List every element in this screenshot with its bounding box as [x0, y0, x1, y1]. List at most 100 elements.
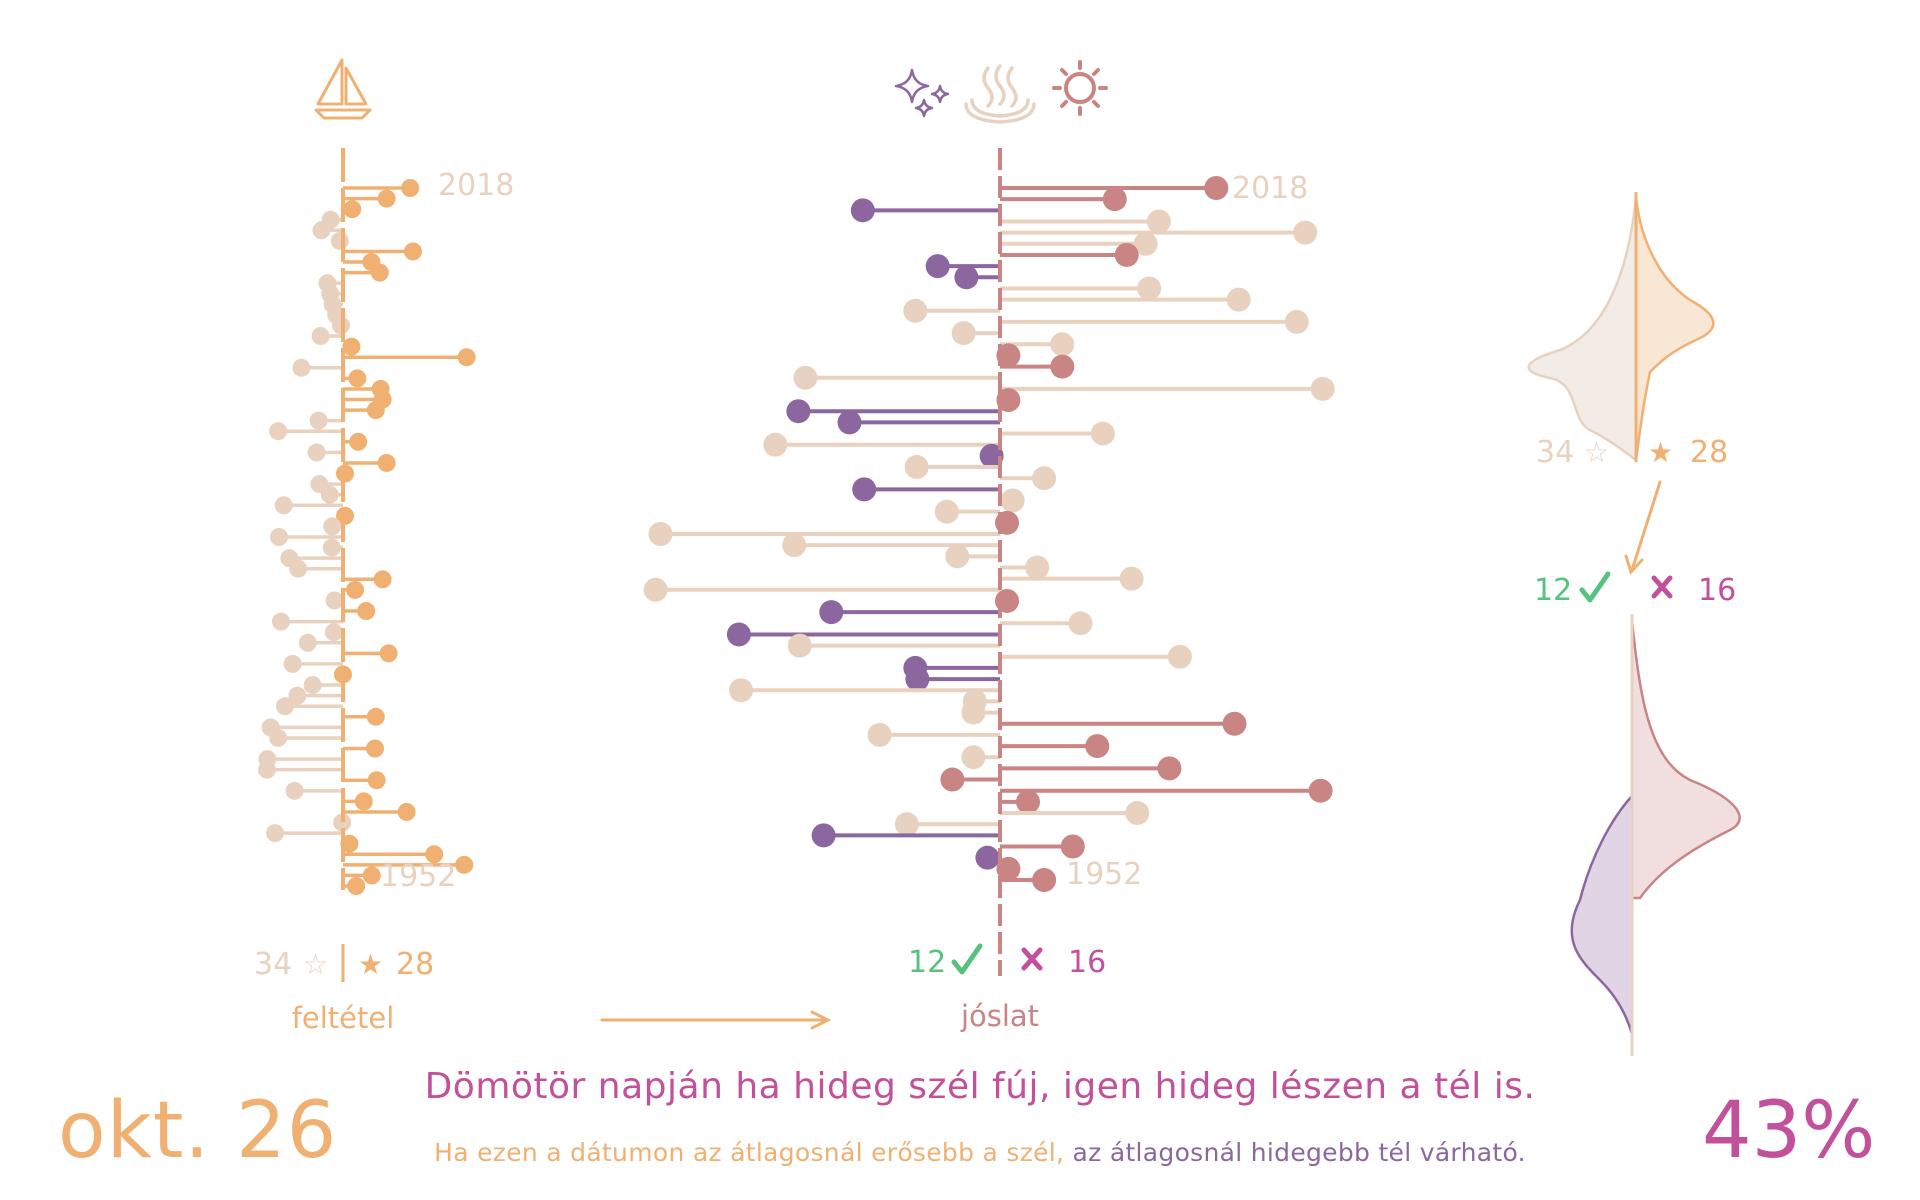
- lollipop-dot: [850, 198, 875, 223]
- lollipop-dot: [298, 633, 317, 652]
- lollipop-dot: [867, 722, 892, 747]
- lollipop-dot: [1204, 176, 1229, 200]
- lollipop-dot: [347, 877, 366, 895]
- lollipop-dot: [288, 686, 307, 705]
- lollipop-dot: [325, 591, 344, 610]
- lollipop-dot: [330, 231, 349, 250]
- lollipop-dot: [782, 533, 807, 558]
- lollipop-dot: [455, 855, 474, 874]
- condition-density-plot: [1527, 192, 1715, 463]
- condition-lollipop-chart: [258, 179, 476, 895]
- lollipop-dot: [312, 221, 331, 240]
- lollipop-dot: [648, 522, 673, 546]
- condition-year-bottom: 1952: [380, 859, 456, 894]
- explanation-result: az átlagosnál hidegebb tél várható.: [1064, 1138, 1526, 1167]
- lollipop-dot: [1032, 868, 1057, 892]
- lollipop-dot: [401, 179, 420, 197]
- lollipop-dot: [349, 432, 368, 451]
- lollipop-dot: [362, 866, 381, 885]
- right-count-below: 34: [1536, 435, 1574, 470]
- condition-star-empty-icon: ☆: [303, 948, 328, 981]
- lollipop-dot: [1157, 756, 1182, 781]
- right-star-filled-icon: ★: [1648, 436, 1673, 469]
- lollipop-dot: [979, 443, 1004, 468]
- arrow-right-icon: [600, 1010, 832, 1030]
- lollipop-dot: [373, 570, 392, 589]
- condition-label: feltétel: [292, 1001, 395, 1035]
- lollipop-dot: [1016, 789, 1040, 814]
- lollipop-dot: [905, 667, 930, 692]
- lollipop-dot: [1050, 354, 1075, 379]
- explanation-condition: Ha ezen a dátumon az átlagosnál erősebb …: [434, 1138, 1065, 1167]
- lollipop-dot: [377, 453, 396, 472]
- prediction-count-wrong: 16: [1068, 945, 1106, 980]
- prediction-year-top: 2018: [1232, 171, 1308, 206]
- lollipop-dot: [954, 265, 979, 290]
- prediction-count-correct: 12: [908, 945, 946, 980]
- right-count-wrong: 16: [1698, 573, 1736, 608]
- lollipop-dot: [811, 823, 836, 848]
- lollipop-dot: [763, 432, 788, 457]
- prediction-label: jóslat: [960, 999, 1039, 1033]
- lollipop-dot: [266, 824, 284, 843]
- lollipop-dot: [1133, 231, 1158, 256]
- lollipop-dot: [1167, 644, 1192, 669]
- lollipop-dot: [270, 528, 288, 546]
- lollipop-dot: [996, 343, 1021, 368]
- lollipop-dot: [904, 455, 929, 480]
- condition-count-below: 34: [254, 947, 292, 982]
- lollipop-dot: [934, 499, 959, 524]
- lollipop-dot: [1102, 187, 1127, 212]
- lollipop-dot: [320, 485, 339, 504]
- lollipop-dot: [1060, 834, 1085, 859]
- lollipop-dot: [793, 365, 818, 390]
- sun-icon: [1052, 60, 1108, 116]
- date-label: okt. 26: [58, 1086, 338, 1176]
- lollipop-dot: [1308, 778, 1333, 803]
- explanation-text: Ha ezen a dátumon az átlagosnál erősebb …: [380, 1138, 1580, 1167]
- lollipop-dot: [457, 348, 476, 367]
- lollipop-dot: [307, 443, 326, 462]
- lollipop-dot: [1137, 276, 1162, 301]
- lollipop-dot: [354, 792, 373, 811]
- lollipop-dot: [1090, 421, 1115, 446]
- arrow-down-icon: [1624, 480, 1662, 575]
- condition-star-filled-icon: ★: [358, 948, 383, 981]
- proverb-text: Dömötör napján ha hideg szél fúj, igen h…: [424, 1066, 1536, 1107]
- lollipop-dot: [272, 612, 290, 631]
- lollipop-dot: [1293, 220, 1318, 245]
- right-count-above: 28: [1690, 435, 1728, 470]
- lollipop-dot: [1000, 488, 1025, 513]
- lollipop-dot: [961, 700, 986, 725]
- cross-icon: [1021, 947, 1043, 971]
- lollipop-dot: [1114, 242, 1139, 267]
- lollipop-dot: [289, 559, 308, 578]
- lollipop-dot: [309, 411, 328, 430]
- lollipop-dot: [425, 845, 444, 864]
- lollipop-dot: [1050, 332, 1075, 357]
- lollipop-dot: [324, 623, 343, 642]
- sparkles-icon: [894, 68, 950, 118]
- lollipop-dot: [1125, 801, 1150, 826]
- sailboat-icon: [314, 58, 372, 120]
- lollipop-dot: [323, 517, 342, 536]
- lollipop-dot: [940, 767, 965, 792]
- lollipop-dot: [643, 577, 668, 602]
- lollipop-dot: [1085, 734, 1110, 759]
- lollipop-dot: [346, 580, 364, 599]
- right-count-correct: 12: [1534, 573, 1572, 608]
- right-check-icon: [1579, 571, 1611, 603]
- lollipop-dot: [366, 707, 385, 726]
- lollipop-dot: [348, 369, 367, 388]
- lollipop-dot: [903, 298, 928, 323]
- lollipop-dot: [729, 678, 753, 703]
- lollipop-dot: [1310, 376, 1335, 401]
- lollipop-dot: [1068, 611, 1093, 636]
- lollipop-dot: [1025, 555, 1050, 580]
- lollipop-dot: [961, 745, 986, 770]
- correct-density: [1570, 792, 1634, 1035]
- wrong-density: [1630, 619, 1741, 900]
- lollipop-dot: [945, 544, 970, 569]
- condition-count-above: 28: [396, 947, 434, 982]
- lollipop-dot: [894, 812, 919, 837]
